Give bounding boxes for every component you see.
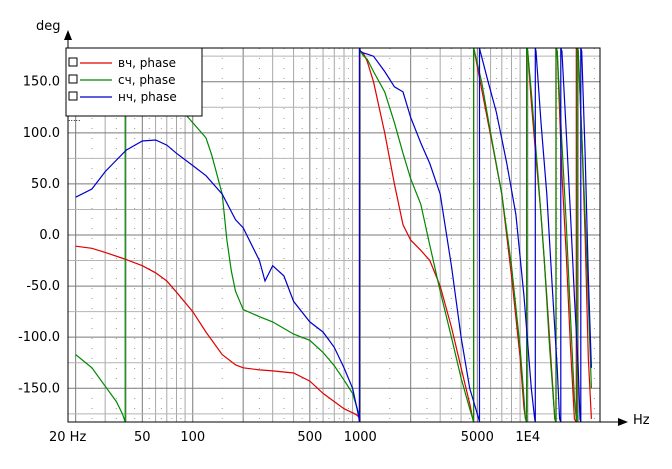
x-tick-label: 5000 <box>461 430 494 445</box>
legend-checkbox[interactable] <box>68 57 78 67</box>
y-axis-arrow <box>64 30 72 40</box>
series-line-1 <box>75 47 592 423</box>
legend-box <box>65 47 203 117</box>
legend-checkbox[interactable] <box>68 91 78 101</box>
legend: вч, phase сч, phase нч, phase ..... <box>65 47 203 123</box>
x-tick-label: 50 <box>134 430 151 445</box>
legend-checkbox[interactable] <box>68 74 78 84</box>
y-tick-label: -50.0 <box>26 279 60 294</box>
legend-label: нч, phase <box>118 90 177 104</box>
legend-more-indicator: ..... <box>68 113 81 123</box>
y-tick-label: -150.0 <box>18 381 60 396</box>
y-tick-label: 50.0 <box>31 177 60 192</box>
legend-label: сч, phase <box>118 73 176 87</box>
x-tick-label: 1000 <box>344 430 377 445</box>
x-tick-label: 1E4 <box>515 430 540 445</box>
series-line-2 <box>75 47 592 423</box>
x-axis-arrow <box>618 418 628 426</box>
y-tick-label: 0.0 <box>39 228 60 243</box>
x-unit-label: Hz <box>633 413 650 428</box>
x-tick-label: 500 <box>297 430 322 445</box>
legend-label: вч, phase <box>118 56 176 70</box>
y-tick-labels: 150.0 100.0 50.0 0.0 -50.0 -100.0 -150.0 <box>18 75 60 397</box>
series-lines <box>75 47 592 423</box>
y-tick-label: 100.0 <box>23 126 60 141</box>
y-unit-label: deg <box>36 19 61 34</box>
x-tick-label: 20 Hz <box>49 430 86 445</box>
x-tick-labels: 20 Hz 50 100 500 1000 5000 1E4 <box>49 430 540 445</box>
x-tick-label: 100 <box>180 430 205 445</box>
y-tick-label: 150.0 <box>23 75 60 90</box>
y-tick-label: -100.0 <box>18 330 60 345</box>
